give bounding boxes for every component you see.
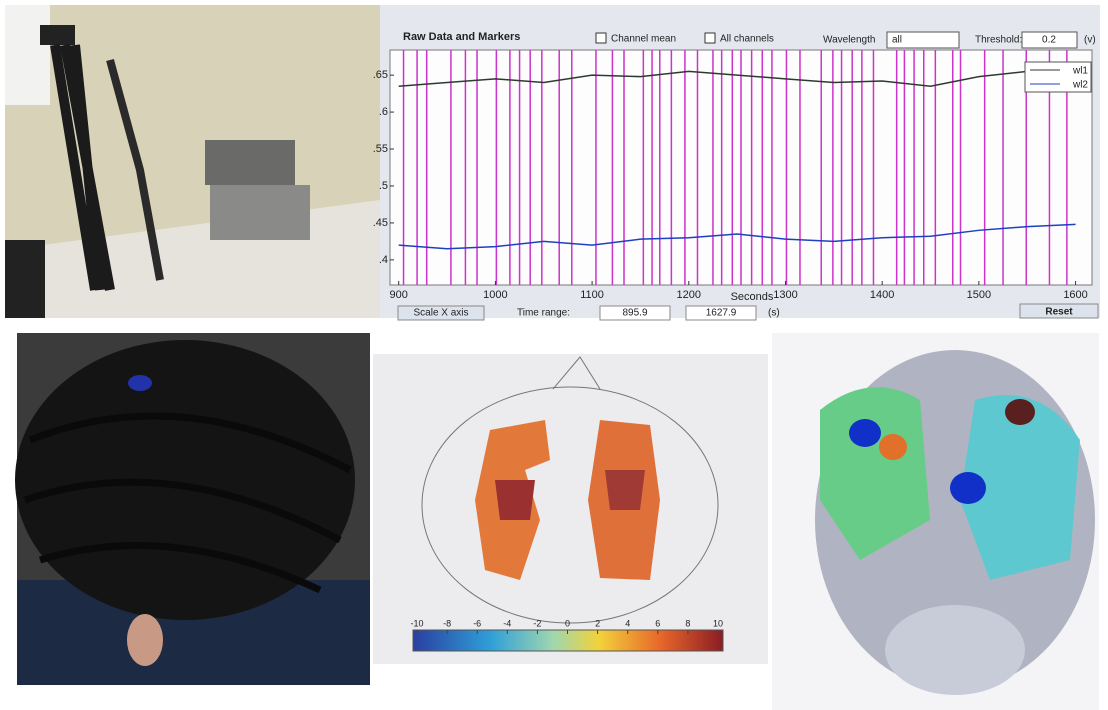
legend-label: wl2: [1072, 80, 1088, 91]
y-tick-label: .65: [373, 69, 388, 81]
x-tick-label: 1500: [967, 289, 991, 301]
field-value: 1627.9: [706, 308, 737, 319]
topographic-map: [373, 354, 768, 664]
equipment-photo: [5, 5, 380, 318]
colorbar-tick-label: -6: [473, 618, 481, 628]
checkbox-label: Channel mean: [611, 34, 676, 45]
x-axis-label: Seconds: [731, 291, 774, 303]
figure: Raw Data and Markers Channel mean All ch…: [0, 0, 1108, 710]
colorbar-tick-label: 2: [595, 618, 600, 628]
checkbox-label: All channels: [720, 34, 774, 45]
colorbar-tick-label: -2: [533, 618, 541, 628]
legend-label: wl1: [1072, 66, 1088, 77]
colorbar-tick-label: -4: [503, 618, 511, 628]
head-model: [772, 333, 1099, 710]
colorbar-tick-label: -10: [410, 618, 423, 628]
colorbar-tick-label: 10: [713, 618, 723, 628]
x-tick-label: 1100: [580, 289, 604, 301]
y-tick-label: .6: [379, 106, 388, 118]
unit: (v): [1084, 35, 1096, 46]
y-tick-label: .4: [379, 254, 388, 266]
field-value: 895.9: [622, 308, 647, 319]
colorbar-tick-label: -8: [443, 618, 451, 628]
colorbar-tick-label: 4: [625, 618, 630, 628]
x-tick-label: 1300: [773, 289, 797, 301]
software-screen: Raw Data and Markers Channel mean All ch…: [380, 5, 1100, 320]
y-tick-label: .55: [373, 143, 388, 155]
y-tick-label: .45: [373, 217, 388, 229]
control-label: Time range:: [517, 308, 570, 319]
colorbar-tick-label: 8: [685, 618, 690, 628]
dropdown-value: all: [892, 35, 902, 46]
x-tick-label: 1600: [1063, 289, 1087, 301]
button-label: Reset: [1045, 307, 1073, 318]
button-label: Scale X axis: [413, 308, 468, 319]
checkbox[interactable]: [596, 33, 606, 43]
checkbox[interactable]: [705, 33, 715, 43]
y-tick-label: .5: [379, 180, 388, 192]
field-value: 0.2: [1042, 35, 1056, 46]
control-label: Wavelength: [823, 35, 875, 46]
x-tick-label: 1400: [870, 289, 894, 301]
cap-photo: [15, 333, 370, 685]
colorbar-tick-label: 0: [565, 618, 570, 628]
screen-title: Raw Data and Markers: [403, 31, 520, 43]
x-tick-label: 1200: [677, 289, 701, 301]
x-tick-label: 900: [390, 289, 408, 301]
x-tick-label: 1000: [483, 289, 507, 301]
colorbar-tick-label: 6: [655, 618, 660, 628]
unit: (s): [768, 308, 780, 319]
control-label: Threshold:: [975, 35, 1022, 46]
